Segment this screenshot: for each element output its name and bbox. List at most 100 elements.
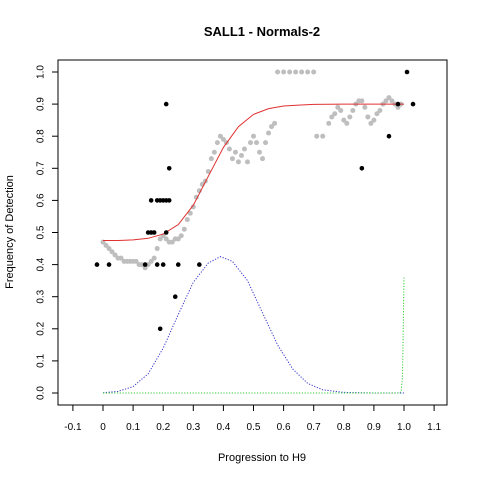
data-point [404,69,410,75]
data-point [197,262,202,267]
data-point [410,101,416,107]
data-point [359,166,365,171]
data-point [344,120,350,126]
data-point [208,156,214,162]
data-point [94,262,100,267]
data-point [275,69,281,75]
data-point [109,249,115,255]
chart-title: SALL1 - Normals-2 [204,24,320,39]
data-point [326,120,332,126]
series-layer [94,69,416,394]
y-tick-label: 0.8 [36,129,47,143]
data-point [154,246,160,252]
data-point [163,230,169,235]
data-point [350,108,356,114]
data-point [386,133,392,139]
data-point [251,133,256,139]
y-tick-label: 0.3 [36,289,47,303]
x-tick-label: 0.9 [367,422,381,433]
data-point [142,265,148,271]
x-tick-label: 0.1 [126,422,140,433]
data-point [217,133,223,139]
data-point [374,111,380,117]
data-point [341,117,347,123]
data-point [247,140,253,146]
data-point [157,236,163,242]
y-tick-label: 0.9 [36,97,47,111]
data-point [172,294,178,300]
y-tick-label: 0.2 [36,321,47,335]
y-tick-label: 0.0 [36,386,47,400]
x-axis-title: Progression to H9 [218,452,306,464]
data-point [395,104,401,110]
data-point [154,262,160,267]
data-point [314,133,320,139]
x-tick-label: 1.1 [427,422,441,433]
data-point [362,104,368,110]
data-point [148,198,154,203]
x-tick-label: 0.7 [307,422,321,433]
y-tick-label: 1.0 [36,65,47,79]
data-point [305,69,311,75]
data-point [371,117,377,123]
data-point [103,242,109,248]
data-point [151,230,157,235]
data-point [241,146,247,152]
data-point [266,130,272,136]
data-point [332,111,338,117]
series-line [103,103,404,241]
data-point [377,108,383,114]
data-point [386,95,392,101]
data-point [293,69,299,75]
data-point [211,149,217,155]
data-point [235,159,241,165]
data-point [359,98,365,104]
data-point [184,217,190,223]
x-tick-label: 0.5 [247,422,261,433]
data-point [254,140,260,146]
y-tick-label: 0.5 [36,225,47,239]
data-point [220,136,226,142]
data-point [272,120,278,126]
data-point [395,101,401,107]
x-tick-label: 0 [100,422,106,433]
data-point [365,114,371,120]
data-point [163,236,169,242]
data-point [175,262,181,267]
data-point [232,149,238,155]
data-point [181,226,187,232]
data-point [106,262,112,267]
data-point [281,69,287,75]
y-tick-label: 0.6 [36,193,47,207]
x-tick-label: 0.2 [156,422,170,433]
data-point [226,146,232,152]
data-point [287,69,293,75]
x-tick-label: -0.1 [64,422,82,433]
series-line [102,256,404,394]
data-point [133,258,139,264]
x-tick-label: 0.8 [337,422,351,433]
data-point [335,104,341,110]
y-axis: 0.0 0.1 0.2 0.3 0.4 0.5 0.6 0.7 0.8 0.9 1.0 [36,65,58,400]
data-point [269,124,275,130]
data-point [157,326,163,332]
data-point [160,262,166,267]
data-point [263,140,269,146]
series-line [103,277,405,394]
data-point [142,262,148,267]
x-tick-label: 0.3 [186,422,200,433]
data-point [175,236,181,242]
data-point [257,149,263,155]
data-point [299,69,305,75]
data-point [214,140,220,146]
data-point [166,198,172,203]
x-tick-label: 0.6 [277,422,291,433]
data-point [187,210,193,216]
y-axis-title: Frequency of Detection [4,175,16,289]
data-point [151,255,157,261]
x-tick-label: 0.4 [216,422,230,433]
data-point [169,239,175,245]
y-tick-label: 0.4 [36,257,47,271]
